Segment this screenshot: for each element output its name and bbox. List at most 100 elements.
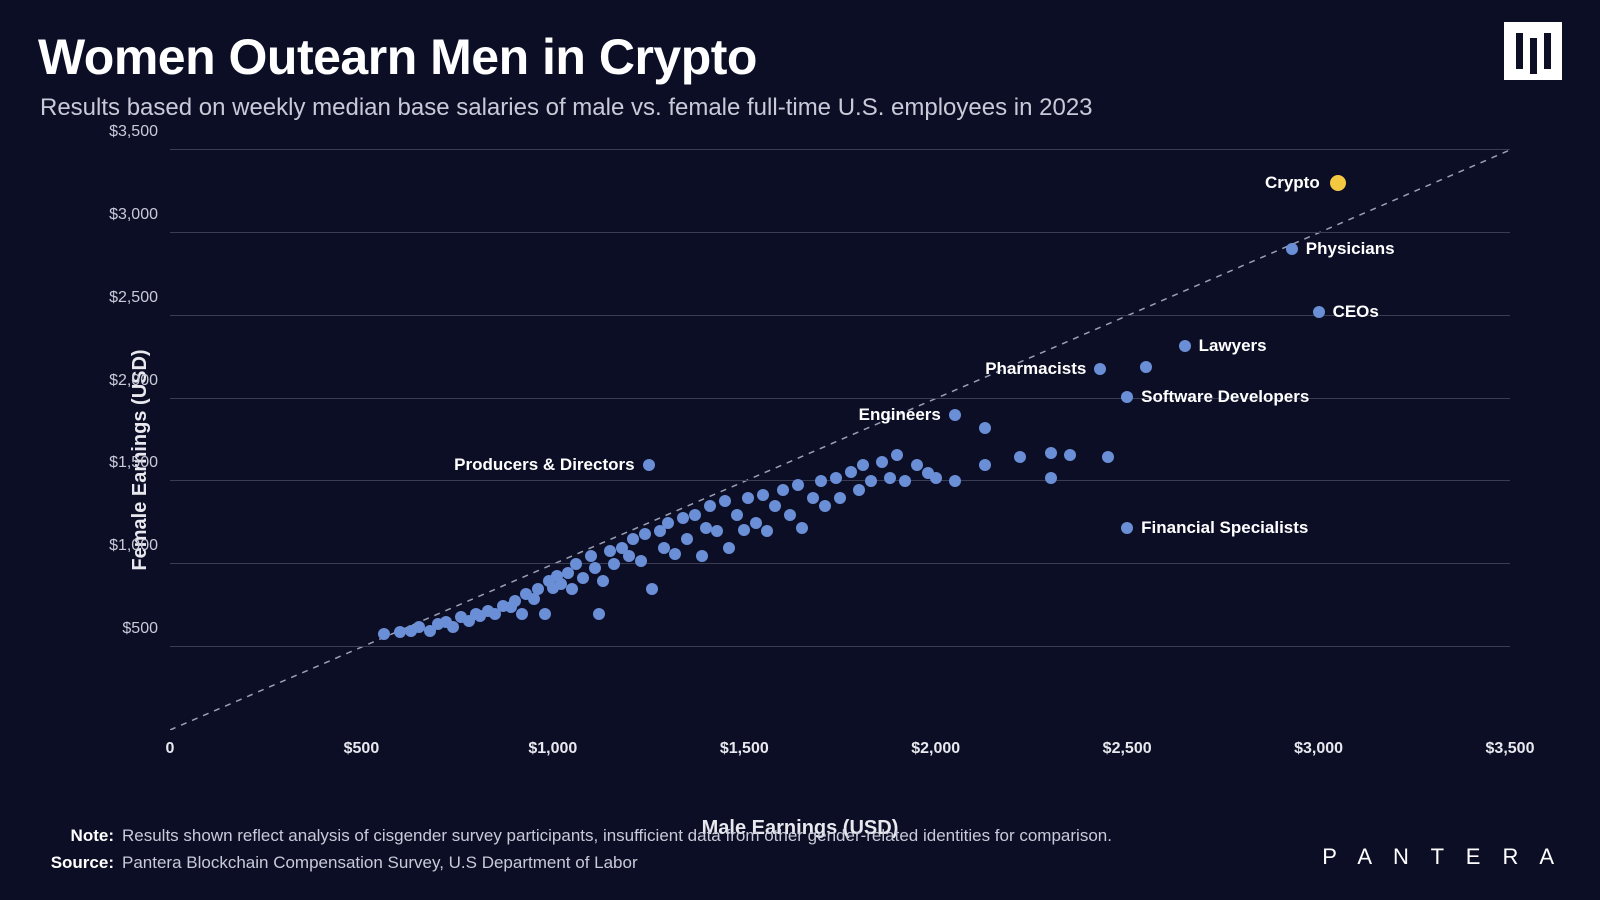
gridline-h: [170, 563, 1510, 564]
data-point: [608, 558, 620, 570]
data-point: [777, 484, 789, 496]
data-point: [949, 475, 961, 487]
data-point: [635, 555, 647, 567]
data-point: [711, 525, 723, 537]
y-tick-label: $1,000: [109, 537, 170, 555]
y-tick-label: $3,000: [109, 206, 170, 224]
data-point: [639, 528, 651, 540]
point-label: Crypto: [1265, 173, 1338, 193]
brand-logo-icon: [1504, 22, 1562, 80]
data-point: [1140, 361, 1152, 373]
plot-area: $500$1,000$1,500$2,000$2,500$3,000$3,500…: [170, 150, 1510, 730]
x-tick-label: $3,000: [1294, 730, 1343, 758]
data-point: [857, 459, 869, 471]
chart-container: Female Earnings (USD) Male Earnings (USD…: [80, 140, 1520, 780]
y-tick-label: $3,500: [109, 123, 170, 141]
data-point: [623, 550, 635, 562]
data-point: [796, 522, 808, 534]
data-point: [627, 533, 639, 545]
data-point: [555, 578, 567, 590]
footer-notes: Note:Results shown reflect analysis of c…: [38, 822, 1112, 876]
x-tick-label: $2,500: [1103, 730, 1152, 758]
data-point: [597, 575, 609, 587]
x-tick-label: $1,000: [528, 730, 577, 758]
gridline-h: [170, 315, 1510, 316]
data-point: [677, 512, 689, 524]
x-tick-label: $1,500: [720, 730, 769, 758]
x-tick-label: $2,000: [911, 730, 960, 758]
data-point: [899, 475, 911, 487]
data-point: [516, 608, 528, 620]
data-point: [884, 472, 896, 484]
y-tick-label: $2,500: [109, 289, 170, 307]
gridline-h: [170, 149, 1510, 150]
data-point: [700, 522, 712, 534]
data-point: [876, 456, 888, 468]
data-point: [378, 628, 390, 640]
point-label: Financial Specialists: [1127, 518, 1308, 538]
data-point: [742, 492, 754, 504]
data-point: [532, 583, 544, 595]
point-label: Software Developers: [1127, 387, 1309, 407]
data-point: [891, 449, 903, 461]
data-point: [815, 475, 827, 487]
data-point: [979, 422, 991, 434]
note-label: Note:: [38, 822, 114, 849]
data-point: [845, 466, 857, 478]
data-point: [1014, 451, 1026, 463]
data-point: [658, 542, 670, 554]
data-point: [784, 509, 796, 521]
data-point: [566, 583, 578, 595]
brand-wordmark: P A N T E R A: [1322, 844, 1562, 870]
y-tick-label: $2,000: [109, 372, 170, 390]
point-label: Lawyers: [1185, 336, 1267, 356]
point-label: Physicians: [1292, 239, 1395, 259]
data-point: [589, 562, 601, 574]
y-tick-label: $1,500: [109, 454, 170, 472]
data-point: [807, 492, 819, 504]
x-tick-label: 0: [166, 730, 175, 758]
data-point: [792, 479, 804, 491]
data-point: [834, 492, 846, 504]
source-text: Pantera Blockchain Compensation Survey, …: [122, 853, 638, 872]
data-point: [509, 595, 521, 607]
data-point: [413, 621, 425, 633]
data-point: [738, 524, 750, 536]
data-point: [570, 558, 582, 570]
data-point: [769, 500, 781, 512]
data-point: [689, 509, 701, 521]
data-point: [585, 550, 597, 562]
data-point: [539, 608, 551, 620]
y-tick-label: $500: [122, 620, 170, 638]
data-point: [819, 500, 831, 512]
data-point: [577, 572, 589, 584]
source-label: Source:: [38, 849, 114, 876]
data-point: [911, 459, 923, 471]
data-point: [447, 621, 459, 633]
point-label: Pharmacists: [985, 359, 1100, 379]
point-label: CEOs: [1319, 302, 1379, 322]
page-subtitle: Results based on weekly median base sala…: [40, 94, 1093, 122]
data-point: [757, 489, 769, 501]
data-point: [979, 459, 991, 471]
point-label: Producers & Directors: [454, 455, 648, 475]
data-point: [750, 517, 762, 529]
data-point: [669, 548, 681, 560]
data-point: [1045, 447, 1057, 459]
data-point: [761, 525, 773, 537]
data-point: [853, 484, 865, 496]
data-point: [1102, 451, 1114, 463]
data-point: [604, 545, 616, 557]
data-point: [830, 472, 842, 484]
data-point: [593, 608, 605, 620]
data-point: [723, 542, 735, 554]
data-point: [646, 583, 658, 595]
page-title: Women Outearn Men in Crypto: [38, 28, 757, 86]
gridline-h: [170, 232, 1510, 233]
data-point: [704, 500, 716, 512]
data-point: [696, 550, 708, 562]
data-point: [719, 495, 731, 507]
data-point: [662, 517, 674, 529]
data-point: [1064, 449, 1076, 461]
x-tick-label: $500: [344, 730, 380, 758]
